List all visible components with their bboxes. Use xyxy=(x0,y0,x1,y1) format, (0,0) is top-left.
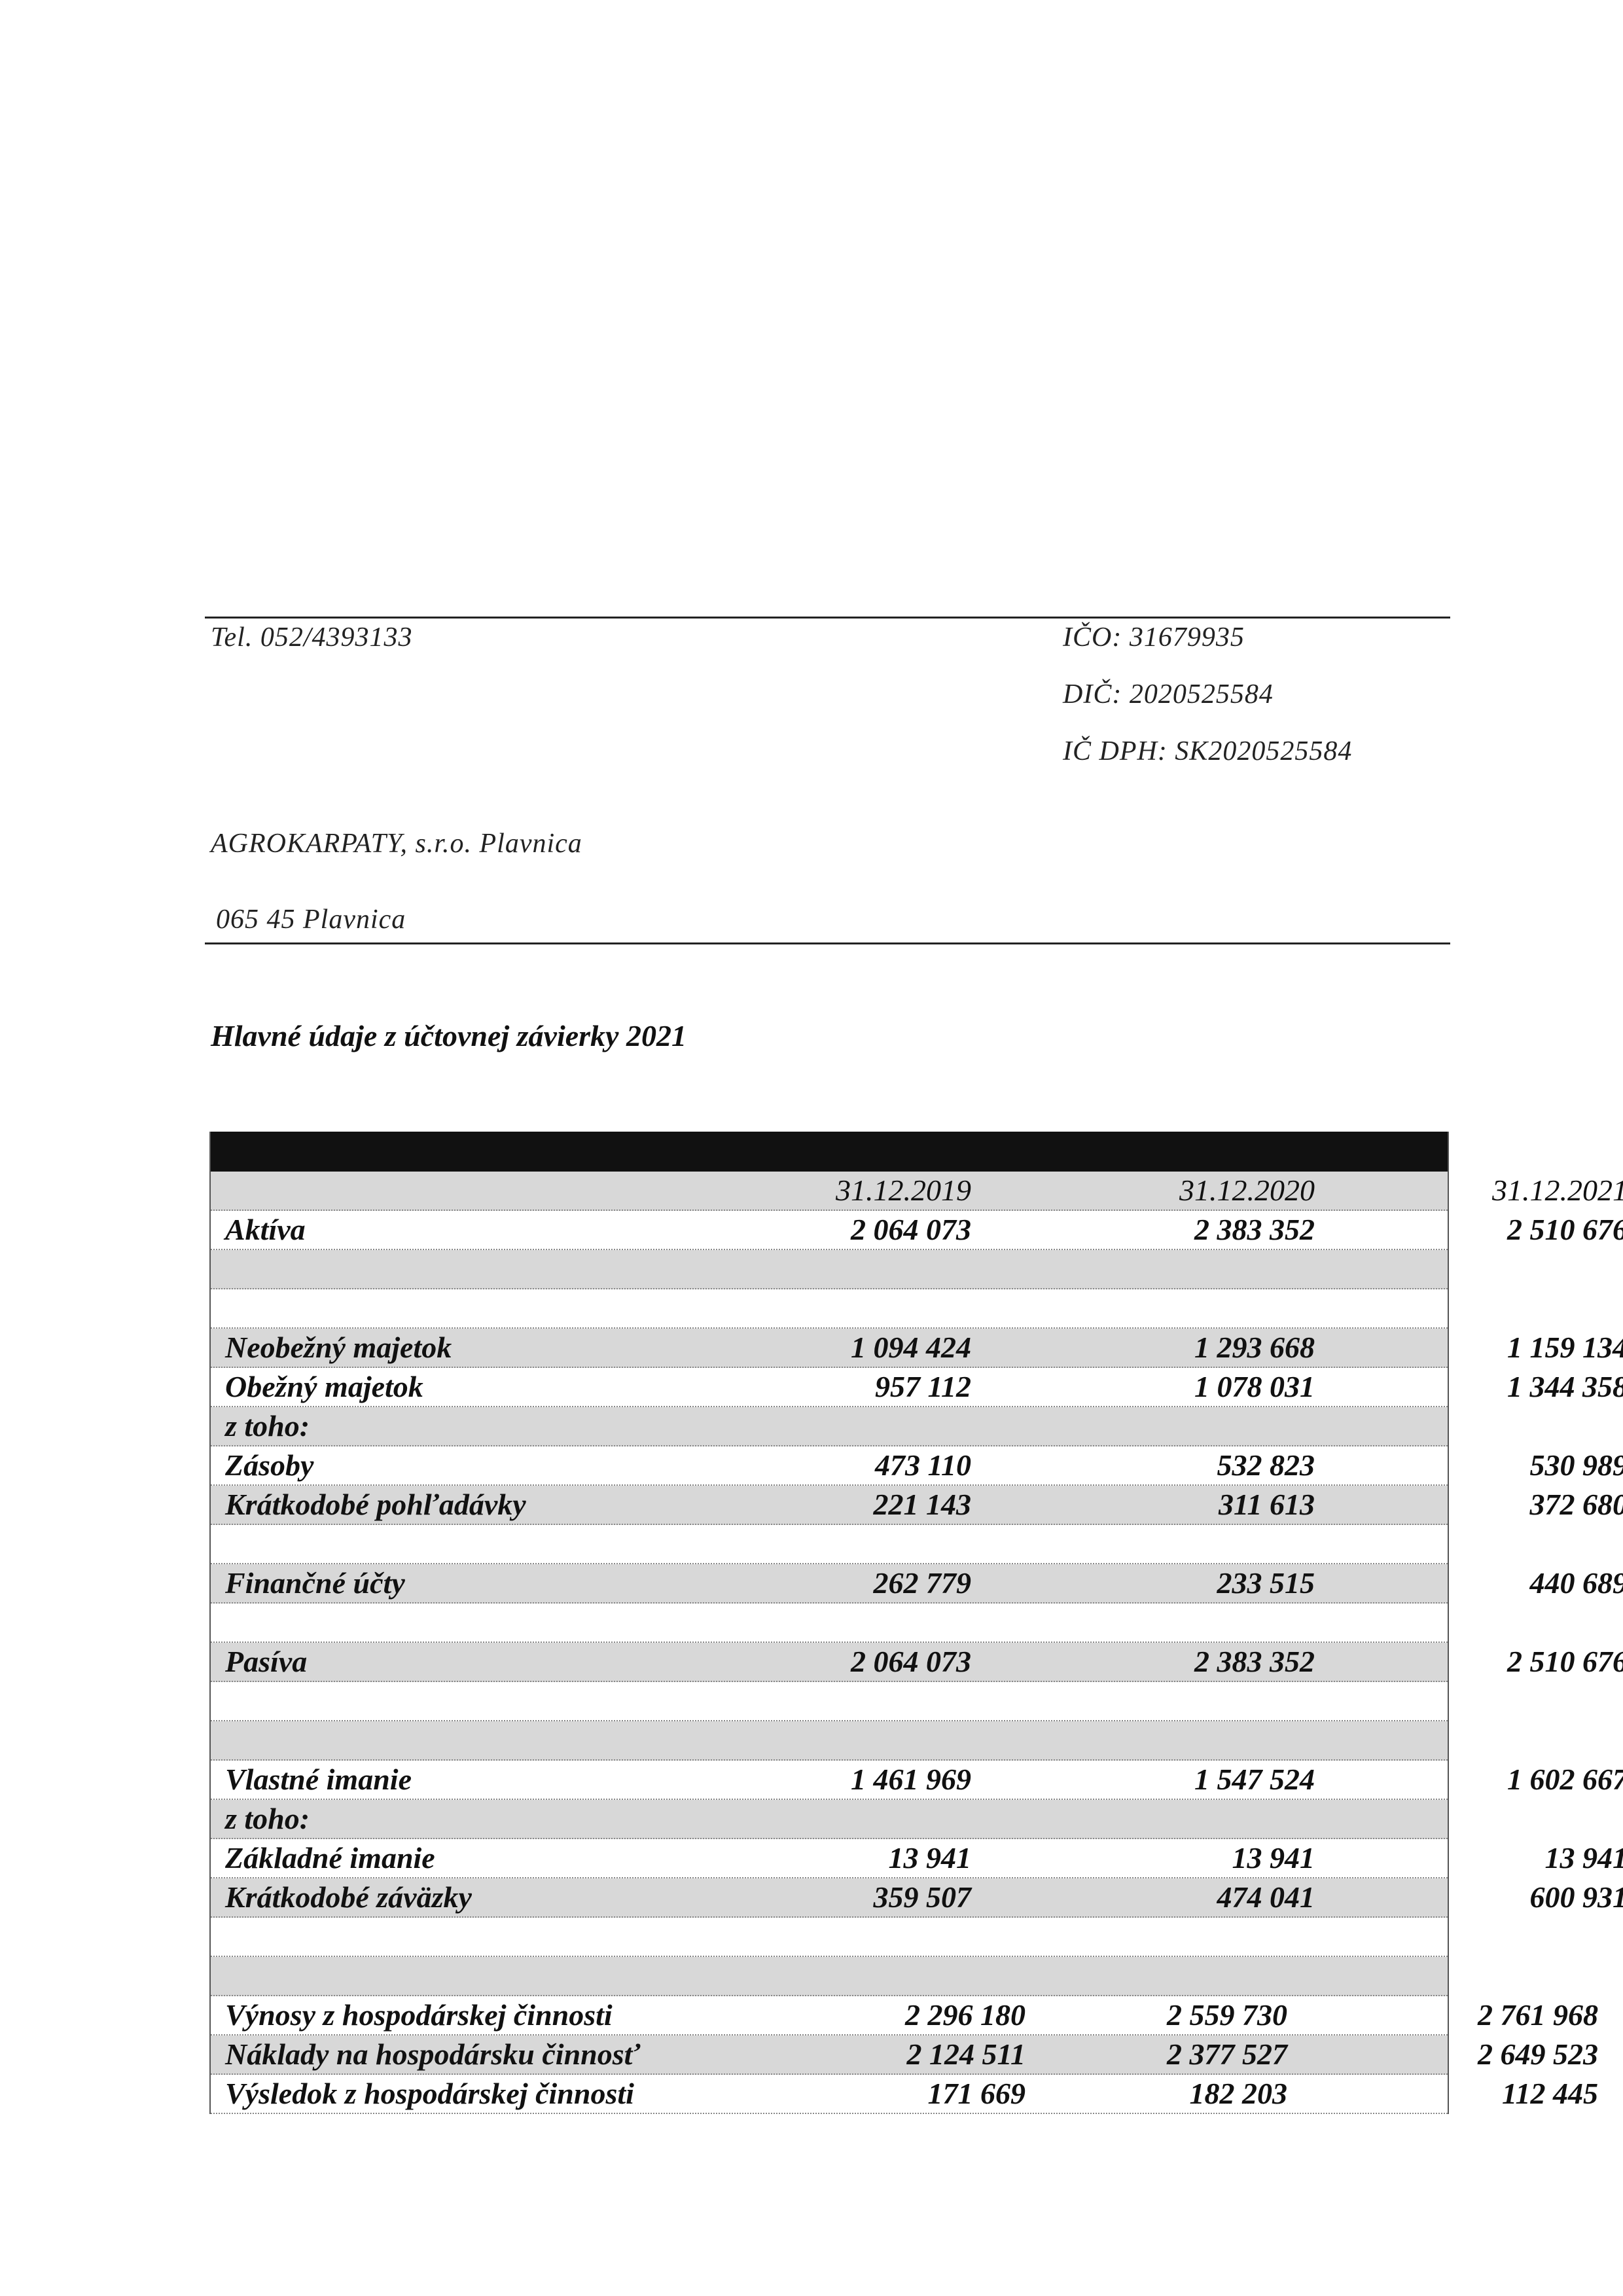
table-row: Krátkodobé záväzky 359 507 474 041 600 931 xyxy=(211,1878,1623,1918)
table-row: Obežný majetok 957 112 1 078 031 1 344 358 xyxy=(211,1368,1623,1407)
header-bottom-rule xyxy=(205,942,1450,944)
table-row: Finančné účty 262 779 233 515 440 689 xyxy=(211,1564,1623,1604)
dic: DIČ: 2020525584 xyxy=(1063,679,1274,709)
table-header-row: 31.12.2019 31.12.2020 31.12.2021 xyxy=(211,1172,1623,1211)
row-label: Výsledok z hospodárskej činnosti xyxy=(225,2077,634,2110)
row-label: Krátkodobé pohľadávky xyxy=(225,1488,526,1521)
row-label: Vlastné imanie xyxy=(225,1763,412,1796)
row-label: Neobežný majetok xyxy=(225,1331,452,1364)
row-value: 262 779 xyxy=(873,1566,972,1600)
row-label: Obežný majetok xyxy=(225,1370,423,1403)
table-row xyxy=(211,1289,1448,1329)
row-value: 221 143 xyxy=(873,1488,972,1521)
ic-dph: IČ DPH: SK2020525584 xyxy=(1063,736,1353,766)
table-row: Neobežný majetok 1 094 424 1 293 668 1 159 … xyxy=(211,1329,1623,1368)
row-value: 2 383 352 xyxy=(1194,1645,1315,1678)
table-row xyxy=(211,1250,1448,1289)
row-value: 2 510 676 xyxy=(1507,1645,1623,1678)
row-value: 473 110 xyxy=(875,1448,971,1482)
row-value: 1 547 524 xyxy=(1194,1763,1315,1796)
table-row: Výsledok z hospodárskej činnosti 171 669 1… xyxy=(211,2075,1598,2114)
row-label: Zásoby xyxy=(225,1448,314,1482)
row-value: 532 823 xyxy=(1217,1448,1315,1482)
table-row: Náklady na hospodársku činnosť 2 124 511 2… xyxy=(211,2036,1598,2075)
row-value: 957 112 xyxy=(875,1370,971,1403)
row-value: 1 078 031 xyxy=(1194,1370,1315,1403)
row-value: 311 613 xyxy=(1219,1488,1315,1521)
row-label: Základné imanie xyxy=(225,1841,435,1874)
row-value: 2 064 073 xyxy=(851,1213,971,1246)
row-value: 182 203 xyxy=(1189,2077,1288,2110)
row-value: 474 041 xyxy=(1217,1880,1315,1914)
ico: IČO: 31679935 xyxy=(1063,622,1245,653)
table-row xyxy=(211,1525,1448,1564)
row-value: 13 941 xyxy=(1544,1841,1623,1874)
row-value: 1 461 969 xyxy=(851,1763,971,1796)
table-row: z toho: xyxy=(211,1407,1448,1446)
row-value: 2 296 180 xyxy=(905,1998,1026,2032)
row-label: Náklady na hospodársku činnosť xyxy=(225,2037,641,2071)
table-row: Základné imanie 13 941 13 941 13 941 xyxy=(211,1839,1623,1878)
row-value: 2 510 676 xyxy=(1507,1213,1623,1246)
row-value: 1 293 668 xyxy=(1194,1331,1315,1364)
column-header: 31.12.2021 xyxy=(1492,1174,1623,1207)
row-label: z toho: xyxy=(225,1802,310,1835)
row-value: 2 559 730 xyxy=(1167,1998,1287,2032)
table-row: Aktíva 2 064 073 2 383 352 2 510 676 xyxy=(211,1211,1623,1250)
table-row xyxy=(211,1957,1448,1996)
table-row: z toho: xyxy=(211,1800,1448,1839)
row-value: 2 383 352 xyxy=(1194,1213,1315,1246)
header-top-rule xyxy=(205,617,1450,619)
table-row xyxy=(211,1682,1448,1721)
row-label: Aktíva xyxy=(225,1213,306,1246)
row-value: 440 689 xyxy=(1529,1566,1623,1600)
table-row xyxy=(211,1604,1448,1643)
company-address: 065 45 Plavnica xyxy=(216,905,406,935)
row-label: Finančné účty xyxy=(225,1566,405,1600)
row-value: 2 377 527 xyxy=(1167,2037,1287,2071)
row-value: 2 761 968 xyxy=(1478,1998,1598,2032)
table-row xyxy=(211,1721,1448,1761)
row-value: 600 931 xyxy=(1529,1880,1623,1914)
row-value: 1 094 424 xyxy=(851,1331,971,1364)
table-header-bar xyxy=(211,1132,1448,1172)
row-value: 2 064 073 xyxy=(851,1645,971,1678)
row-value: 13 941 xyxy=(888,1841,972,1874)
row-value: 1 344 358 xyxy=(1507,1370,1623,1403)
table-row xyxy=(211,1918,1448,1957)
row-value: 372 680 xyxy=(1529,1488,1623,1521)
document-title: Hlavné údaje z účtovnej závierky 2021 xyxy=(211,1019,687,1052)
row-label: Výnosy z hospodárskej činnosti xyxy=(225,1998,613,2032)
financial-table: 31.12.2019 31.12.2020 31.12.2021 Aktíva 2… xyxy=(209,1132,1623,2114)
row-label: z toho: xyxy=(225,1409,310,1443)
table-row: Výnosy z hospodárskej činnosti 2 296 180 2… xyxy=(211,1996,1598,2036)
row-value: 233 515 xyxy=(1217,1566,1315,1600)
table-row: Krátkodobé pohľadávky 221 143 311 613 372 6… xyxy=(211,1486,1623,1525)
column-header: 31.12.2019 xyxy=(836,1174,971,1207)
row-label: Krátkodobé záväzky xyxy=(225,1880,472,1914)
row-value: 2 649 523 xyxy=(1478,2037,1598,2071)
row-label: Pasíva xyxy=(225,1645,308,1678)
telephone: Tel. 052/4393133 xyxy=(211,622,413,653)
table-row: Vlastné imanie 1 461 969 1 547 524 1 602 66… xyxy=(211,1761,1623,1800)
column-header: 31.12.2020 xyxy=(1179,1174,1315,1207)
row-value: 1 602 667 xyxy=(1507,1763,1623,1796)
row-value: 171 669 xyxy=(927,2077,1026,2110)
row-value: 2 124 511 xyxy=(906,2037,1026,2071)
table-row: Pasíva 2 064 073 2 383 352 2 510 676 xyxy=(211,1643,1623,1682)
row-value: 13 941 xyxy=(1232,1841,1315,1874)
company-name: AGROKARPATY, s.r.o. Plavnica xyxy=(211,829,582,859)
row-value: 112 445 xyxy=(1502,2077,1598,2110)
table-row: Zásoby 473 110 532 823 530 989 xyxy=(211,1446,1623,1486)
row-value: 1 159 134 xyxy=(1507,1331,1623,1364)
row-value: 359 507 xyxy=(873,1880,972,1914)
row-value: 530 989 xyxy=(1529,1448,1623,1482)
